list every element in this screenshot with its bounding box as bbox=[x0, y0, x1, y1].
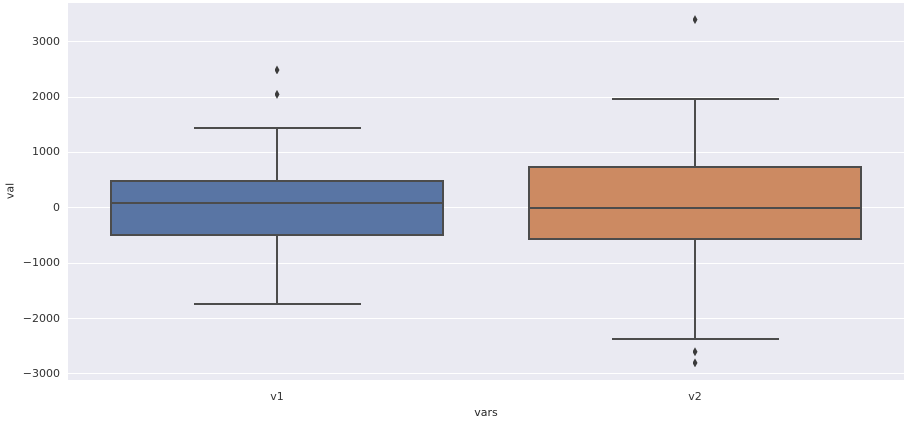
y-tick-label: 3000 bbox=[32, 34, 60, 48]
whisker-lower-cap bbox=[193, 302, 361, 305]
gridline bbox=[68, 262, 904, 264]
whisker-upper-stem bbox=[276, 127, 278, 180]
x-tick-label: v2 bbox=[688, 390, 702, 403]
x-axis-label: vars bbox=[474, 406, 498, 419]
gridline bbox=[68, 207, 904, 209]
whisker-upper-stem bbox=[694, 99, 696, 167]
outlier-diamond bbox=[692, 15, 698, 25]
whisker-lower-cap bbox=[611, 338, 779, 341]
y-tick-label: −1000 bbox=[22, 256, 60, 270]
whisker-lower-stem bbox=[694, 240, 696, 340]
y-tick-label: −3000 bbox=[22, 366, 60, 380]
x-tick-label: v1 bbox=[270, 390, 284, 403]
y-tick-label: 0 bbox=[53, 200, 60, 214]
outlier-diamond bbox=[274, 89, 280, 99]
whisker-upper-cap bbox=[611, 98, 779, 101]
gridline bbox=[68, 41, 904, 43]
gridline bbox=[68, 151, 904, 153]
gridline bbox=[68, 373, 904, 375]
outlier-diamond bbox=[692, 358, 698, 368]
gridline bbox=[68, 318, 904, 320]
box-v1 bbox=[110, 179, 444, 236]
y-tick-label: 1000 bbox=[32, 145, 60, 159]
box-v2 bbox=[528, 166, 862, 241]
whisker-lower-stem bbox=[276, 235, 278, 304]
y-tick-label: 2000 bbox=[32, 90, 60, 104]
y-axis-label: val bbox=[3, 182, 17, 200]
outlier-diamond bbox=[274, 65, 280, 75]
median-line bbox=[530, 207, 860, 210]
whisker-upper-cap bbox=[193, 126, 361, 129]
median-line bbox=[112, 202, 442, 205]
gridline bbox=[68, 96, 904, 98]
y-tick-label: −2000 bbox=[22, 311, 60, 325]
outlier-diamond bbox=[692, 347, 698, 357]
